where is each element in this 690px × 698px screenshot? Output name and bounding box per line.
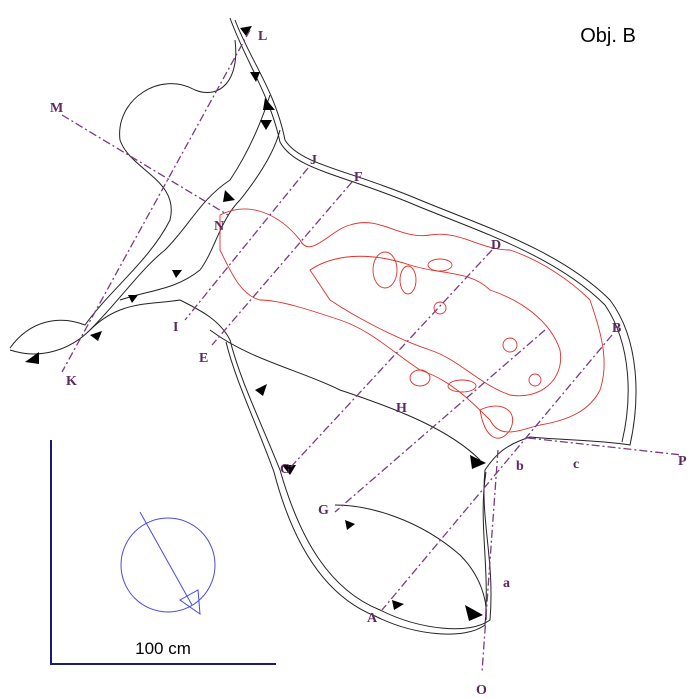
point-label: D [491, 238, 501, 253]
scale-bar: 100 cm [50, 440, 276, 665]
point-label: G [318, 503, 329, 518]
title: Obj. B [580, 25, 636, 47]
point-label: K [66, 374, 77, 389]
outline [9, 17, 637, 635]
point-label: N [214, 219, 224, 234]
point-label: F [354, 170, 363, 185]
red-contours [219, 208, 605, 439]
point-label: E [199, 351, 208, 366]
point-label: I [173, 320, 178, 335]
scale-label: 100 cm [135, 639, 191, 658]
point-label: c [573, 457, 579, 472]
point-labels: L M J F N D B I E K H C G A b c P a O [50, 29, 687, 698]
point-label: A [367, 611, 378, 626]
point-label: L [258, 29, 267, 44]
point-label: b [516, 459, 524, 474]
triangle-marks [25, 26, 486, 621]
point-label: M [50, 101, 63, 116]
point-label: P [678, 454, 687, 469]
point-label: O [476, 683, 487, 698]
point-label: C [280, 462, 290, 477]
north-arrow [120, 511, 216, 616]
point-label: B [612, 321, 621, 336]
point-label: a [503, 576, 510, 591]
point-label: H [396, 401, 407, 416]
point-label: J [310, 153, 317, 168]
section-lines [61, 29, 683, 673]
